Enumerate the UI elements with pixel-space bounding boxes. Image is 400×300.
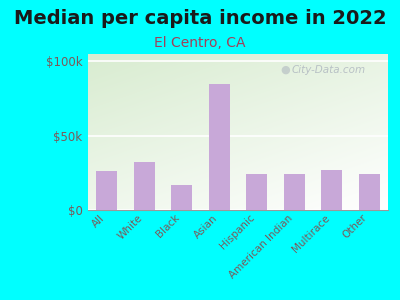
- Bar: [246, 174, 267, 210]
- Bar: [172, 185, 192, 210]
- Bar: [322, 170, 342, 210]
- Bar: [359, 174, 380, 210]
- Text: El Centro, CA: El Centro, CA: [154, 36, 246, 50]
- Text: ●: ●: [280, 65, 290, 75]
- Text: City-Data.com: City-Data.com: [292, 65, 366, 75]
- Bar: [284, 174, 304, 210]
- Bar: [209, 84, 230, 210]
- Text: Median per capita income in 2022: Median per capita income in 2022: [14, 9, 386, 28]
- Bar: [134, 163, 154, 210]
- Bar: [96, 171, 117, 210]
